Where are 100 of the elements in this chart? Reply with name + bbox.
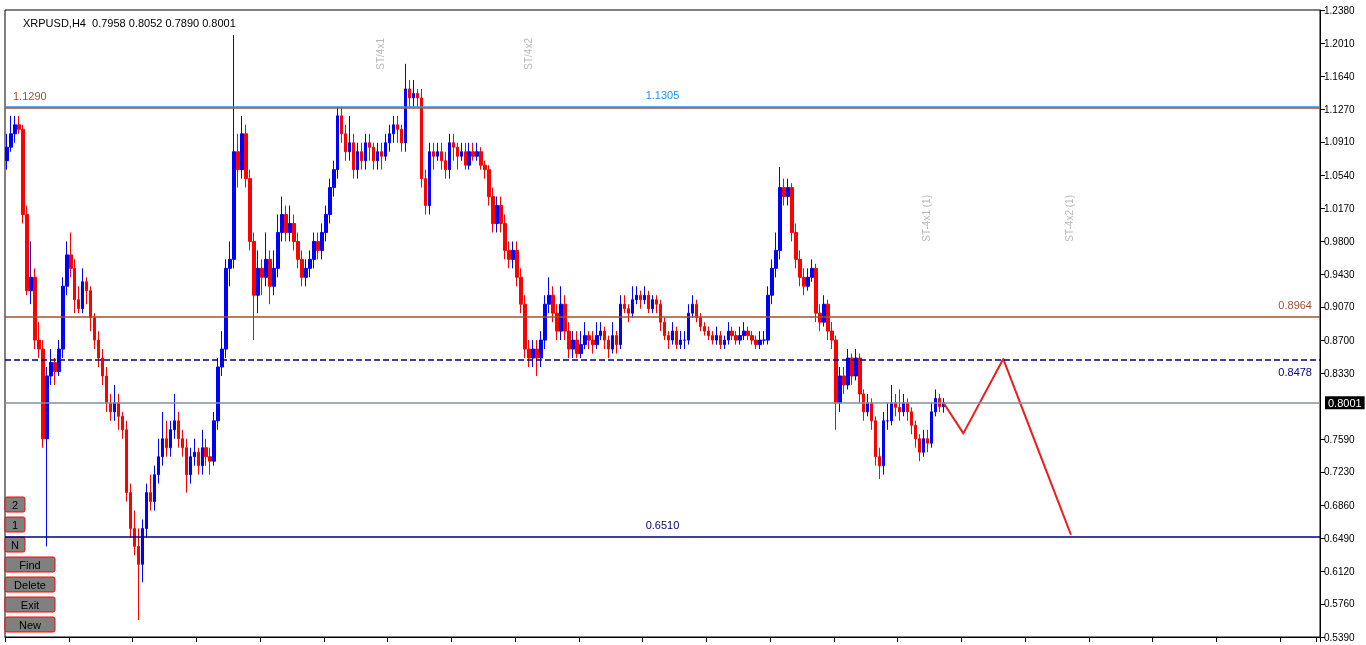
ref-line-label: 0.8001 bbox=[1328, 396, 1362, 409]
candlestick bbox=[511, 240, 515, 269]
y-tick-label: 1.2380 bbox=[1324, 4, 1356, 16]
y-tick-label: 1.0540 bbox=[1324, 169, 1356, 181]
candlestick bbox=[671, 321, 674, 346]
y-tick-label: 0.8700 bbox=[1324, 334, 1356, 346]
candlestick bbox=[890, 384, 893, 426]
y-tick-label: 0.9800 bbox=[1324, 235, 1356, 247]
candlestick bbox=[113, 384, 116, 422]
candlestick bbox=[647, 290, 650, 314]
candlestick bbox=[531, 339, 535, 368]
candlestick bbox=[464, 142, 467, 171]
annotation: Exit bbox=[20, 599, 40, 611]
candlestick bbox=[882, 411, 885, 476]
candlestick bbox=[738, 326, 742, 346]
candlestick bbox=[376, 142, 379, 171]
candlestick bbox=[360, 142, 363, 171]
annotation: 2 bbox=[11, 499, 19, 511]
candlestick bbox=[615, 330, 618, 355]
candlestick bbox=[471, 142, 475, 162]
candlestick bbox=[475, 142, 479, 162]
y-tick-label: 0.8330 bbox=[1324, 367, 1356, 379]
candlestick bbox=[679, 330, 682, 350]
candlestick bbox=[715, 326, 718, 346]
y-tick-label: 0.5760 bbox=[1324, 598, 1356, 610]
y-tick-label: 0.7230 bbox=[1324, 466, 1356, 478]
candlestick bbox=[559, 285, 563, 341]
candlestick bbox=[467, 142, 471, 171]
candlestick bbox=[404, 63, 407, 153]
candlestick bbox=[256, 249, 260, 314]
candlestick bbox=[631, 285, 634, 319]
ref-line-label: 0.8478 bbox=[1278, 365, 1312, 378]
candlestick bbox=[380, 142, 383, 171]
candlestick bbox=[822, 294, 826, 328]
annotation: ST/4x1 bbox=[375, 37, 387, 70]
candlestick bbox=[727, 321, 730, 346]
candlestick bbox=[432, 142, 435, 171]
candlestick bbox=[898, 388, 901, 422]
candlestick bbox=[356, 142, 359, 180]
candlestick bbox=[746, 326, 750, 341]
candlestick bbox=[730, 326, 734, 341]
candlestick bbox=[495, 196, 499, 233]
ref-line-label: 1.1290 bbox=[13, 90, 47, 103]
candlestick bbox=[922, 429, 925, 458]
candlestick bbox=[719, 330, 722, 350]
candlestick bbox=[711, 330, 714, 346]
candlestick bbox=[535, 339, 539, 377]
candlestick bbox=[412, 79, 415, 108]
candlestick bbox=[619, 294, 622, 350]
ref-line-label: 1.1305 bbox=[645, 88, 680, 101]
candlestick bbox=[611, 321, 614, 355]
candlestick bbox=[264, 231, 268, 287]
candlestick bbox=[284, 205, 288, 242]
candlestick bbox=[408, 79, 411, 108]
candlestick bbox=[838, 366, 842, 413]
y-tick-label: 0.6860 bbox=[1324, 499, 1356, 511]
candlestick bbox=[675, 326, 678, 350]
text: XRPUSD,H4 0.7958 0.8052 0.7890 0.8001 bbox=[23, 16, 236, 29]
candlestick bbox=[926, 429, 929, 453]
y-tick-label: 0.6490 bbox=[1324, 532, 1356, 544]
candlestick bbox=[894, 393, 897, 417]
annotation: Find bbox=[19, 559, 41, 571]
candlestick bbox=[575, 330, 579, 359]
y-tick-label: 1.2010 bbox=[1324, 37, 1356, 49]
candlestick bbox=[782, 178, 786, 207]
annotation: ST-4x1 (1) bbox=[920, 195, 932, 242]
candlestick bbox=[866, 393, 869, 417]
candlestick bbox=[448, 133, 451, 180]
candlestick bbox=[201, 429, 204, 476]
candlestick bbox=[699, 312, 702, 332]
candlestick bbox=[850, 353, 854, 386]
candlestick bbox=[53, 357, 57, 386]
candlestick bbox=[842, 366, 846, 395]
candlestick bbox=[587, 330, 591, 350]
candlestick bbox=[758, 330, 762, 350]
annotation: 1 bbox=[11, 519, 19, 531]
candlestick bbox=[436, 142, 439, 162]
candlestick bbox=[81, 267, 84, 314]
candlestick bbox=[197, 447, 200, 476]
ref-line-label: 0.6510 bbox=[645, 519, 680, 532]
candlestick bbox=[29, 240, 33, 305]
ref-line-label: 0.8964 bbox=[1278, 298, 1312, 311]
candlestick bbox=[316, 231, 320, 260]
line-series bbox=[942, 357, 1072, 536]
candlestick bbox=[854, 348, 858, 381]
candlestick bbox=[595, 321, 599, 350]
annotation: ST/4x2 bbox=[522, 37, 534, 70]
candlestick bbox=[260, 258, 264, 296]
y-tick-label: 0.7590 bbox=[1324, 434, 1356, 446]
y-tick-label: 0.9430 bbox=[1324, 269, 1356, 281]
candlestick bbox=[902, 393, 905, 417]
y-tick-label: 1.1640 bbox=[1324, 70, 1356, 82]
candlestick bbox=[109, 393, 112, 422]
candlestick bbox=[742, 321, 746, 341]
annotation: ST-4x2 (1) bbox=[1064, 195, 1076, 242]
annotation: Delete bbox=[14, 579, 46, 591]
candlestick bbox=[165, 420, 168, 458]
candlestick bbox=[754, 335, 758, 350]
y-tick-label: 0.5390 bbox=[1324, 631, 1356, 643]
candlestick bbox=[734, 330, 738, 346]
